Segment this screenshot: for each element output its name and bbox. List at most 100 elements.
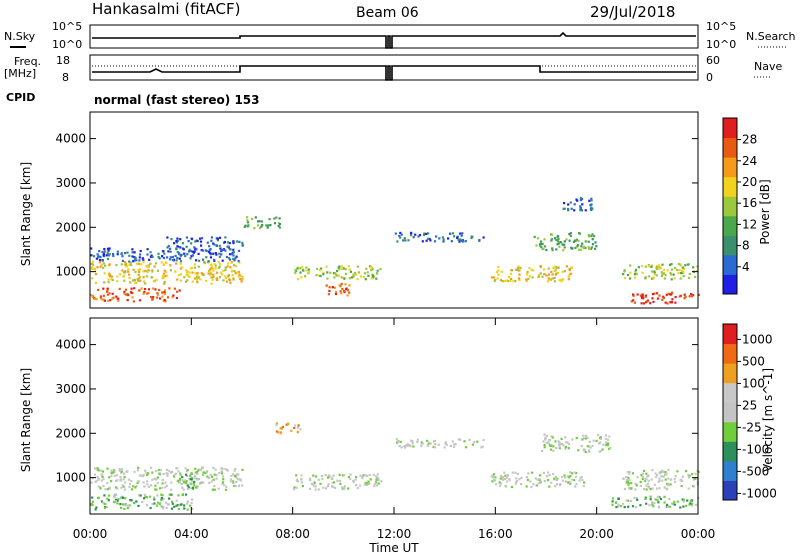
data-cell-0-212 — [112, 471, 115, 474]
data-cell-0-69 — [213, 473, 216, 476]
data-cell-12-3 — [633, 301, 636, 304]
y-tick-label-3: 4000 — [55, 338, 86, 352]
data-cell-2-76 — [163, 299, 166, 302]
data-cell-1-94 — [91, 500, 94, 503]
data-cell-7-78 — [547, 439, 551, 442]
data-cell-2-35 — [173, 287, 176, 290]
colorbar-swatch-1 — [723, 254, 737, 275]
data-cell-7-82 — [564, 436, 567, 439]
data-cell-4-68 — [361, 475, 364, 478]
data-cell-1-63 — [139, 494, 142, 497]
data-cell-4-41 — [349, 473, 352, 476]
data-cell-2-59 — [146, 292, 149, 295]
data-cell-12-41 — [667, 292, 670, 295]
data-cell-4-2 — [354, 478, 357, 481]
data-cell-9-13 — [631, 505, 635, 508]
data-cell-0-110 — [191, 271, 194, 274]
data-cell-1-106 — [160, 497, 163, 500]
data-cell-8-86 — [537, 275, 540, 278]
data-cell-3-27 — [212, 243, 216, 246]
data-cell-3-62 — [220, 248, 223, 251]
x-tick-label-3: 12:00 — [377, 527, 412, 541]
data-cell-2-54 — [117, 299, 120, 302]
data-cell-1-107 — [103, 250, 107, 253]
data-cell-8-84 — [539, 272, 542, 275]
data-cell-0-7 — [110, 474, 113, 477]
data-cell-8-9 — [561, 270, 564, 273]
data-cell-7-40 — [545, 434, 548, 437]
data-cell-12-49 — [632, 299, 635, 302]
data-cell-1-55 — [160, 493, 163, 496]
data-cell-8-32 — [545, 274, 548, 277]
data-cell-6-90 — [504, 474, 507, 477]
data-cell-9-44 — [550, 239, 553, 242]
data-cell-9-25 — [539, 242, 542, 245]
data-cell-0-24 — [183, 276, 186, 279]
data-cell-0-205 — [225, 280, 228, 283]
data-cell-0-104 — [219, 271, 222, 274]
data-cell-1-12 — [161, 255, 164, 258]
data-cell-5-51 — [369, 266, 372, 269]
data-cell-1-66 — [171, 500, 174, 503]
data-cell-9-58 — [563, 246, 566, 249]
data-cell-6-39 — [556, 477, 559, 480]
data-cell-2-41 — [108, 292, 111, 295]
data-cell-0-119 — [130, 263, 133, 267]
data-cell-0-151 — [91, 277, 94, 280]
data-cell-8-38 — [640, 474, 643, 477]
data-cell-2-65 — [106, 299, 110, 302]
data-cell-9-37 — [617, 497, 620, 500]
data-cell-7-34 — [460, 239, 464, 242]
data-cell-1-40 — [128, 504, 131, 507]
data-cell-0-132 — [193, 474, 197, 477]
data-cell-0-104 — [151, 478, 154, 481]
data-cell-1-124 — [134, 256, 137, 260]
data-cell-5-80 — [322, 273, 325, 276]
data-cell-0-235 — [234, 485, 237, 488]
data-cell-1-77 — [116, 502, 119, 505]
data-cell-4-20 — [322, 486, 325, 489]
data-cell-5-27 — [420, 445, 423, 448]
data-cell-12-51 — [656, 297, 659, 300]
data-cell-0-199 — [108, 275, 111, 278]
data-cell-8-92 — [692, 485, 695, 488]
data-cell-11-68 — [669, 271, 672, 274]
data-cell-9-69 — [563, 240, 566, 243]
data-cell-4-75 — [338, 473, 341, 476]
data-cell-0-53 — [133, 470, 136, 473]
data-cell-0-1 — [223, 484, 226, 487]
data-cell-2-82 — [159, 297, 162, 300]
data-cell-0-47 — [161, 486, 164, 489]
data-cell-0-61 — [214, 266, 217, 270]
data-cell-0-51 — [235, 476, 238, 479]
data-cell-1-42 — [207, 260, 210, 263]
data-cell-0-3 — [156, 476, 159, 479]
data-cell-8-12 — [517, 265, 520, 268]
data-cell-1-76 — [165, 501, 168, 504]
data-cell-7-71 — [604, 434, 608, 437]
data-cell-1-95 — [120, 506, 123, 509]
data-cell-0-88 — [170, 488, 173, 491]
data-cell-1-110 — [162, 505, 165, 509]
data-cell-9-48 — [556, 243, 559, 246]
data-cell-0-195 — [169, 471, 173, 474]
data-cell-0-31 — [161, 478, 164, 482]
data-cell-0-186 — [115, 264, 118, 267]
data-cell-10-8 — [573, 209, 576, 212]
data-cell-9-44 — [615, 506, 618, 509]
data-cell-12-30 — [640, 302, 643, 305]
data-cell-9-66 — [555, 238, 558, 241]
data-cell-11-31 — [652, 277, 655, 280]
data-cell-0-58 — [218, 471, 221, 475]
data-cell-8-77 — [510, 269, 514, 272]
data-cell-2-58 — [142, 292, 145, 295]
data-cell-1-105 — [220, 253, 223, 256]
data-cell-1-123 — [108, 253, 111, 256]
data-cell-1-26 — [114, 498, 118, 501]
data-cell-8-28 — [643, 479, 647, 482]
data-cell-5-37 — [334, 272, 337, 275]
data-cell-9-42 — [673, 503, 677, 506]
data-cell-3-15 — [227, 245, 230, 248]
data-cell-0-141 — [155, 478, 158, 481]
